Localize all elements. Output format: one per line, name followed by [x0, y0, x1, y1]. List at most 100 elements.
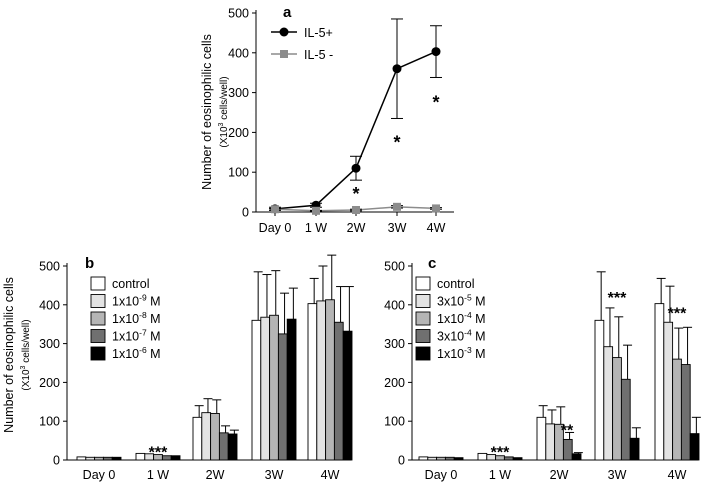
panel-b-y-tick-label: 200 [39, 376, 60, 390]
panel-c-x-tick-label: 1 W [489, 468, 511, 482]
panel-b-x-tick-label: 2W [206, 468, 225, 482]
panel-a-legend-marker [280, 50, 288, 58]
panel-a-y-tick-label: 0 [242, 206, 249, 220]
panel-c-bar [418, 456, 429, 461]
panel-b-bar [102, 456, 113, 461]
panel-c-legend-swatch [415, 329, 431, 343]
panel-b-y-tick-label: 0 [53, 454, 60, 468]
panel-b-bar [325, 299, 335, 461]
panel-b-significance: *** [149, 444, 168, 461]
panel-a-x-tick-label: 3W [388, 221, 407, 235]
panel-c-bar [512, 457, 523, 461]
panel-a-y-tick-label: 300 [228, 86, 249, 100]
panel-b-legend-label: 1x10-6 M [112, 345, 161, 361]
panel-c-legend-swatch [415, 311, 431, 326]
panel-b-plot: 0 100 200 300 400 500 Day 0 1 W 2W 3W 4W control 1x1… [39, 254, 354, 482]
panel-c-plot: 0 100 200 300 400 500 Day 0 1 W 2W 3W 4W control 3x1… [384, 260, 701, 482]
panel-b-bar [251, 319, 262, 461]
panel-b-legend-swatch [90, 294, 106, 308]
panel-c-bar [603, 346, 614, 461]
panel-b-bar [192, 416, 203, 461]
panel-c-bar [536, 416, 547, 461]
panel-c-x-tick-label: 3W [608, 468, 627, 482]
panel-b-bar [286, 318, 297, 461]
panel-b-legend-swatch [90, 311, 106, 326]
panel-c-x-tick-label: Day 0 [425, 468, 458, 482]
panel-c-significance: ** [561, 423, 574, 440]
panel-a-ylabel: Number of eosinophilic cells (X103 cells… [200, 34, 230, 190]
panel-c-legend-swatch [415, 294, 431, 308]
panel-b-bar [269, 314, 279, 461]
panel-c-bar [594, 319, 605, 461]
panel-c-bar [436, 456, 446, 461]
panel-c-y-tick-label: 400 [384, 298, 405, 312]
panel-b-bar [210, 412, 220, 461]
panel-b-legend-swatch [90, 329, 106, 343]
panel-label-b: b [85, 255, 94, 272]
panel-b-legend-label: 1x10-8 M [112, 310, 161, 326]
panel-a-point [393, 202, 401, 211]
panel-c-significance: *** [491, 444, 510, 461]
panel-c-bar [629, 437, 640, 461]
panel-b-bar [201, 412, 212, 461]
panel-b-legend-swatch [90, 276, 106, 291]
panel-c-bar [689, 433, 700, 461]
panel-b-bar [260, 316, 271, 461]
panel-b-bar [333, 321, 344, 461]
panel-a-point [271, 205, 279, 214]
panel-c-legend-label: 1x10-4 M [437, 310, 486, 326]
panel-c-bar [680, 364, 691, 461]
panel-a-legend-label: IL-5 - [304, 48, 333, 62]
panel-a-significance: * [352, 184, 359, 204]
panel-a-x-tick-label: Day 0 [259, 221, 292, 235]
panel-a-x-tick-label: 1 W [305, 221, 327, 235]
panel-label-a: a [283, 4, 292, 21]
panel-a-legend-marker [279, 27, 289, 37]
panel-a-significance: * [393, 132, 400, 152]
panel-b-bar [170, 455, 181, 461]
panel-b-bar [307, 303, 318, 461]
panel-c-bar [444, 456, 455, 461]
panel-c-bar [654, 303, 665, 461]
panel-b-bar [218, 432, 229, 461]
panel-b-bar [227, 433, 238, 461]
panel-b-x-tick-label: Day 0 [83, 468, 116, 482]
panel-c-legend-label: 1x10-3 M [437, 345, 486, 361]
panel-c-x-tick-label: 2W [550, 468, 569, 482]
panel-c-x-tick-label: 4W [668, 468, 687, 482]
panel-a-ylabel-title: Number of eosinophilic cells [200, 34, 214, 190]
panel-b-legend-label: control [112, 277, 150, 291]
panel-c-legend-label: control [437, 277, 475, 291]
panel-b-y-tick-label: 300 [39, 337, 60, 351]
panel-a-y-tick-label: 200 [228, 126, 249, 140]
panel-b-x-tick-label: 3W [265, 468, 284, 482]
panel-a-x-tick-label: 4W [427, 221, 446, 235]
panel-c-bar [571, 453, 582, 461]
panel-b-bar [111, 456, 122, 461]
panel-b-y-tick-label: 500 [39, 260, 60, 274]
panel-c-legend-label: 3x10-5 M [437, 293, 486, 309]
panel-b-bar [277, 333, 288, 461]
panel-b-bar [135, 452, 146, 461]
panel-a-ylabel-unit: (X103 cells/well) [218, 76, 230, 147]
panel-c-bar [620, 378, 631, 461]
panel-b-x-tick-label: 4W [321, 468, 340, 482]
panel-a-y-tick-label: 400 [228, 46, 249, 60]
panel-a-point [351, 163, 361, 173]
panel-c-bar [663, 321, 674, 461]
panel-b-legend-label: 1x10-7 M [112, 328, 161, 344]
panel-a-point [392, 64, 402, 74]
panel-b-legend-label: 1x10-9 M [112, 293, 161, 309]
panel-b-bar [76, 456, 87, 461]
panel-c-legend-swatch [415, 346, 431, 361]
panel-c-bar [672, 358, 682, 461]
panel-c-significance: *** [608, 290, 627, 307]
panel-a-legend-label: IL-5+ [304, 26, 333, 40]
panel-a-point [432, 204, 440, 213]
panel-c-y-tick-label: 100 [384, 415, 405, 429]
panel-b-y-tick-label: 100 [39, 415, 60, 429]
panel-b-x-tick-label: 1 W [147, 468, 169, 482]
panel-c-bar [545, 423, 556, 461]
panel-a-significance: * [432, 93, 439, 113]
